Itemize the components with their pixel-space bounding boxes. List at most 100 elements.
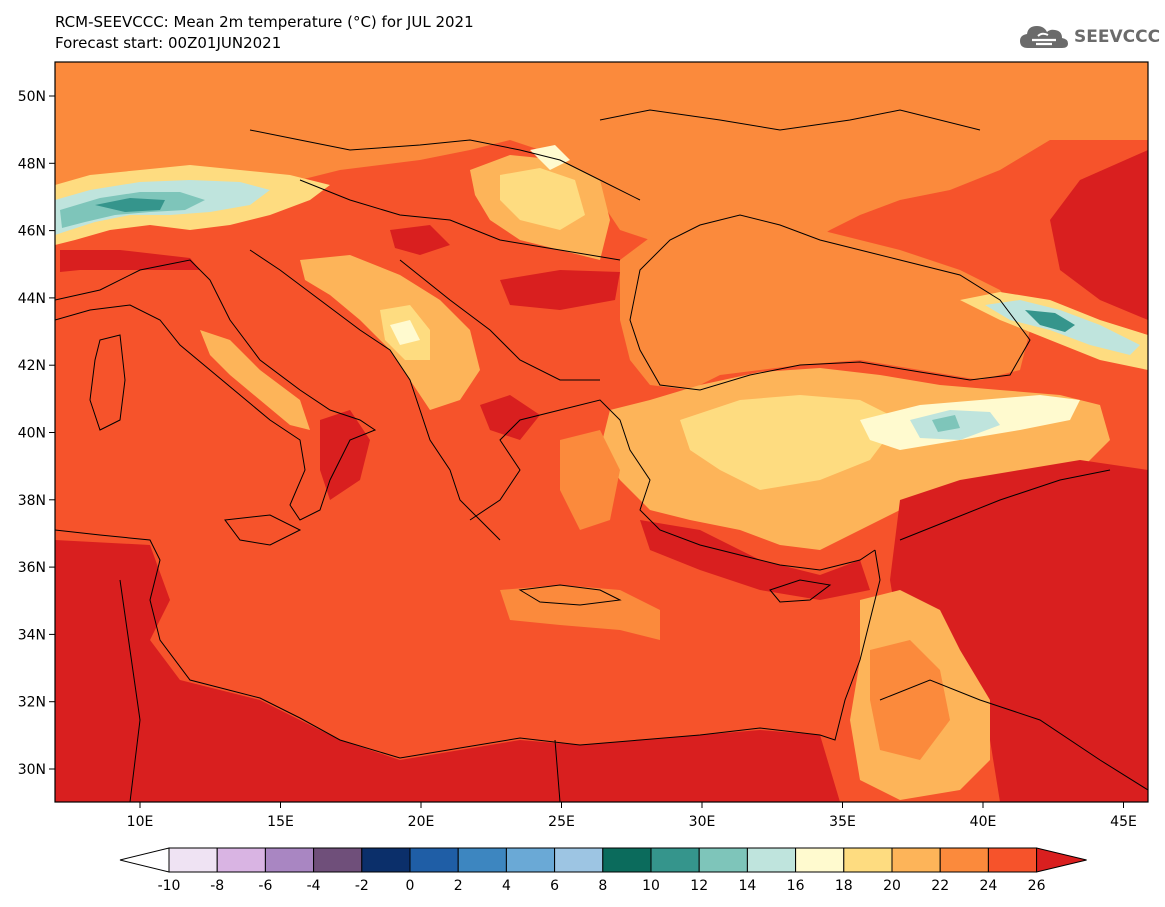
field-crete-22-24 [500,585,660,640]
logo-text: SEEVCCC [1074,27,1161,47]
colorbar-label: 26 [1028,878,1046,894]
italy-coast [55,259,377,521]
coastlines [55,109,1148,802]
field-balkan-16-18 [390,320,420,345]
colorbar-segment [650,847,700,873]
lon-label: 20E [408,814,435,830]
colorbar-segment [457,847,507,873]
black-sea-coast [629,214,1031,391]
border-2 [249,129,641,201]
colorbar-label: 2 [454,878,463,894]
aegean-coast [469,399,876,571]
colorbar-label: 16 [787,878,805,894]
field-alps-10-12 [95,198,165,212]
field-blacksea-22-24 [620,215,1030,390]
colorbar-segment [361,847,411,873]
field-anatolia-12-14 [932,415,960,432]
longitude-axis: 10E 15E 20E 25E 30E 35E 40E 45E [127,802,1137,830]
colorbar-label: -2 [355,878,369,894]
border-6 [599,109,981,131]
colorbar-segment [168,847,218,873]
colorbar-label: -6 [258,878,272,894]
crete-coast [518,584,622,606]
colorbar: -10 -8 -6 -4 -2 0 2 4 6 8 10 12 14 16 18 20 22 24 26 [119,847,1087,894]
colorbar-segment [987,847,1038,873]
sicily-coast [224,514,302,546]
lat-label: 32N [18,695,46,711]
colorbar-label: 10 [642,878,660,894]
lat-label: 44N [18,291,46,307]
field-greece-26 [480,395,540,440]
colorbar-label: -4 [307,878,321,894]
colorbar-segment [746,847,797,873]
lon-label: 25E [548,814,575,830]
colorbar-label: 0 [406,878,415,894]
lon-label: 10E [127,814,154,830]
colorbar-label: 8 [598,878,607,894]
colorbar-segment [602,847,652,873]
colorbar-segment [264,847,315,873]
colorbar-label: 24 [979,878,997,894]
field-carpathian-18-20 [500,168,585,230]
colorbar-segment [795,847,845,873]
lat-label: 42N [18,358,46,374]
cloud-logo-icon [1020,26,1068,48]
colorbar-segment [843,847,893,873]
colorbar-segment [554,847,604,873]
border-1 [299,179,621,261]
title-block: RCM-SEEVCCC: Mean 2m temperature (°C) fo… [55,12,474,54]
colorbar-segment [505,847,556,873]
cyprus-coast [769,579,832,603]
field-po-valley-26 [60,250,200,272]
temperature-field [55,62,1148,802]
field-anatolia-18-20 [680,395,900,490]
colorbar-label: -10 [158,878,181,894]
latitude-axis: 50N 48N 46N 44N 42N 40N 38N 36N 34N 32N 30N [18,89,55,778]
colorbar-segment [891,847,941,873]
lon-label: 40E [970,814,997,830]
lat-label: 36N [18,560,46,576]
lon-label: 30E [689,814,716,830]
field-calabria-26 [320,410,370,500]
border-5 [879,679,1148,791]
field-caspian-26 [1050,150,1148,320]
colorbar-segment [939,847,989,873]
lat-label: 30N [18,762,46,778]
field-apennines-20-22 [200,330,310,430]
field-danube-26 [500,270,620,310]
lat-label: 40N [18,426,46,442]
lon-label: 15E [267,814,294,830]
colorbar-label: 12 [690,878,708,894]
map-title: RCM-SEEVCCC: Mean 2m temperature (°C) fo… [55,13,474,31]
colorbar-segment [698,847,748,873]
colorbar-label: 4 [502,878,511,894]
field-turkey-coast-26 [640,520,870,600]
field-caucasus-10-12 [1025,310,1075,332]
field-north-22-24 [55,62,1148,260]
border-8 [554,739,561,802]
colorbar-label: 6 [550,878,559,894]
levant-africa-coast [55,529,881,759]
colorbar-left-arrow [119,847,170,873]
border-3 [399,259,600,381]
lon-label: 35E [829,814,856,830]
colorbar-label: 22 [931,878,949,894]
colorbar-segment [409,847,459,873]
lon-label: 45E [1110,814,1137,830]
colorbar-right-arrow [1036,847,1087,873]
lat-label: 46N [18,224,46,240]
lat-label: 50N [18,89,46,105]
field-levant-22-24 [870,640,950,760]
seevccc-logo: SEEVCCC [1018,22,1160,52]
sardinia-coast [89,334,126,431]
forecast-start: Forecast start: 00Z01JUN2021 [55,34,282,52]
adriatic-coast [249,249,501,541]
colorbar-label: -8 [210,878,224,894]
lat-label: 38N [18,493,46,509]
colorbar-label: 18 [835,878,853,894]
field-syria-26 [890,460,1148,802]
field-pannonia-26 [390,225,450,255]
colorbar-segment [216,847,266,873]
border-4 [899,469,1111,541]
